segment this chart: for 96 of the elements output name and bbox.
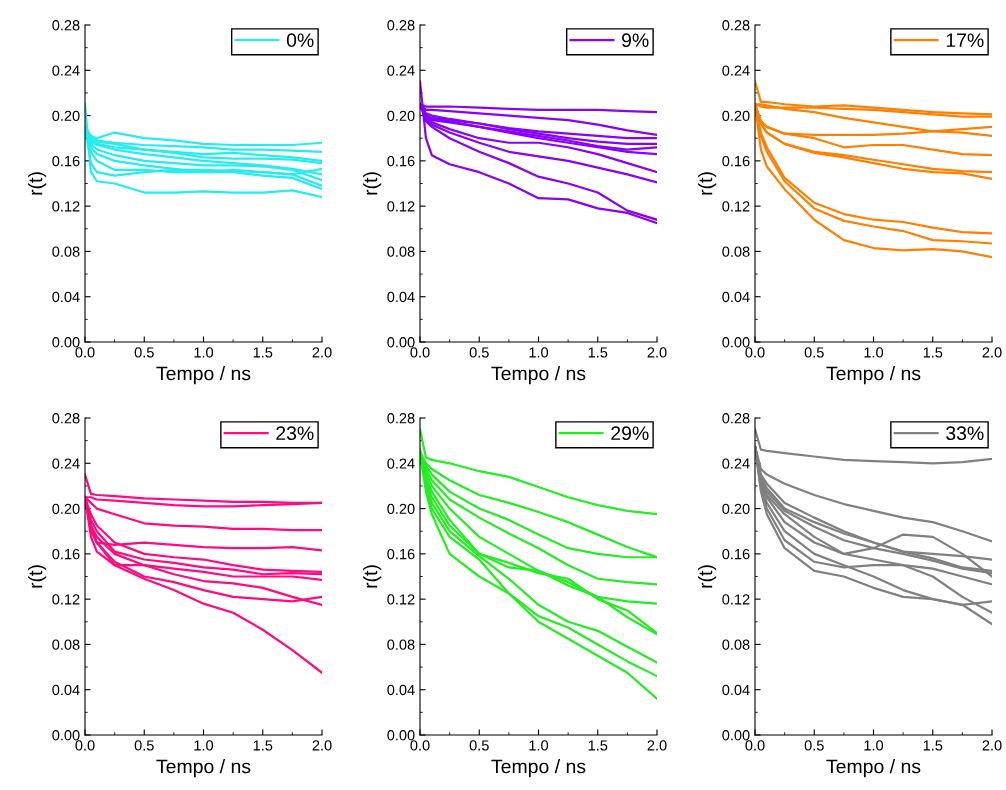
y-tick-label: 0.08 [52,639,80,650]
y-tick-label: 0.24 [52,458,80,469]
y-tick-label: 0.00 [52,730,80,741]
y-tick-label: 0.24 [52,65,80,76]
legend-label: 29% [611,426,649,441]
y-tick-label: 0.20 [387,503,415,514]
x-tick-label: 2.0 [647,347,667,358]
x-tick-label: 2.0 [312,740,332,751]
x-tick-label: 0.5 [469,347,489,358]
x-tick-label: 0.5 [134,740,154,751]
x-tick-label: 2.0 [982,740,1002,751]
y-tick-label: 0.28 [722,20,750,31]
x-tick-label: 2.0 [312,347,332,358]
y-tick-label: 0.12 [722,201,750,212]
y-tick-label: 0.12 [722,594,750,605]
y-tick-label: 0.28 [52,20,80,31]
x-tick-label: 0.5 [804,347,824,358]
x-axis-title: Tempo / ns [156,759,251,778]
y-tick-label: 0.28 [722,413,750,424]
y-tick-label: 0.00 [387,730,415,741]
y-tick-label: 0.04 [387,684,415,696]
y-axis-title: r(t) [698,565,717,588]
y-tick-label: 0.20 [52,110,80,121]
x-tick-label: 0.5 [804,740,824,751]
x-tick-label: 1.0 [194,347,214,358]
x-tick-label: 1.5 [253,347,273,358]
y-tick-label: 0.08 [722,639,750,650]
y-axis-title: r(t) [28,172,47,195]
y-axis-title: r(t) [698,172,717,195]
y-tick-label: 0.08 [722,246,750,257]
y-tick-label: 0.24 [722,65,750,76]
y-tick-label: 0.20 [52,503,80,514]
y-tick-label: 0.16 [52,155,80,167]
y-tick-label: 0.16 [387,548,415,560]
y-axis-title: r(t) [28,565,47,588]
x-tick-label: 2.0 [647,740,667,751]
y-tick-label: 0.24 [387,65,415,76]
legend-label: 17% [946,33,984,47]
x-tick-label: 0.0 [410,740,430,751]
y-tick-label: 0.28 [387,20,415,31]
y-tick-label: 0.00 [52,337,80,348]
y-tick-label: 0.16 [52,548,80,560]
y-tick-label: 0.04 [52,291,80,303]
x-tick-label: 1.0 [194,740,214,751]
y-tick-label: 0.24 [387,458,415,469]
x-tick-label: 2.0 [982,347,1002,358]
x-tick-label: 1.0 [864,740,884,751]
y-tick-label: 0.12 [387,201,415,212]
x-tick-label: 1.5 [253,740,273,751]
y-tick-label: 0.20 [722,503,750,514]
y-axis-title: r(t) [363,172,382,195]
y-axis-title: r(t) [363,565,382,588]
y-tick-label: 0.04 [722,291,750,303]
y-tick-label: 0.08 [52,246,80,257]
legend-label: 0% [286,33,314,48]
x-tick-label: 1.0 [529,740,549,751]
x-tick-label: 1.5 [588,740,608,751]
y-tick-label: 0.00 [387,337,415,348]
y-tick-label: 0.28 [52,413,80,424]
x-axis-title: Tempo / ns [491,366,586,385]
y-tick-label: 0.04 [52,684,80,696]
x-tick-label: 1.5 [923,347,943,358]
x-tick-label: 0.5 [469,740,489,751]
x-axis-title: Tempo / ns [826,366,921,385]
y-tick-label: 0.12 [52,594,80,605]
x-tick-label: 0.0 [75,347,95,358]
x-tick-label: 1.0 [529,347,549,358]
y-tick-label: 0.08 [387,639,415,650]
y-tick-label: 0.12 [52,201,80,212]
y-tick-label: 0.20 [722,110,750,121]
legend-label: 9% [622,33,649,48]
y-tick-label: 0.12 [387,594,415,605]
x-tick-label: 0.0 [745,740,765,751]
x-tick-label: 0.0 [75,740,95,751]
x-axis-title: Tempo / ns [156,366,251,385]
y-tick-label: 0.28 [387,413,415,424]
y-tick-label: 0.16 [387,155,415,167]
x-axis-title: Tempo / ns [826,759,921,778]
legend-label: 23% [276,426,314,441]
x-tick-label: 0.0 [745,347,765,358]
x-tick-label: 1.5 [588,347,608,358]
y-tick-label: 0.24 [722,458,750,469]
y-tick-label: 0.00 [722,730,750,741]
x-tick-label: 0.5 [134,347,154,358]
x-tick-label: 1.5 [923,740,943,751]
y-tick-label: 0.16 [722,548,750,560]
y-tick-label: 0.04 [722,684,750,696]
x-tick-label: 1.0 [864,347,884,358]
y-tick-label: 0.00 [722,337,750,348]
x-axis-title: Tempo / ns [491,759,586,778]
legend-label: 33% [946,426,984,441]
y-tick-label: 0.16 [722,155,750,167]
y-tick-label: 0.04 [387,291,415,303]
y-tick-label: 0.08 [387,246,415,257]
y-tick-label: 0.20 [387,110,415,121]
x-tick-label: 0.0 [410,347,430,358]
